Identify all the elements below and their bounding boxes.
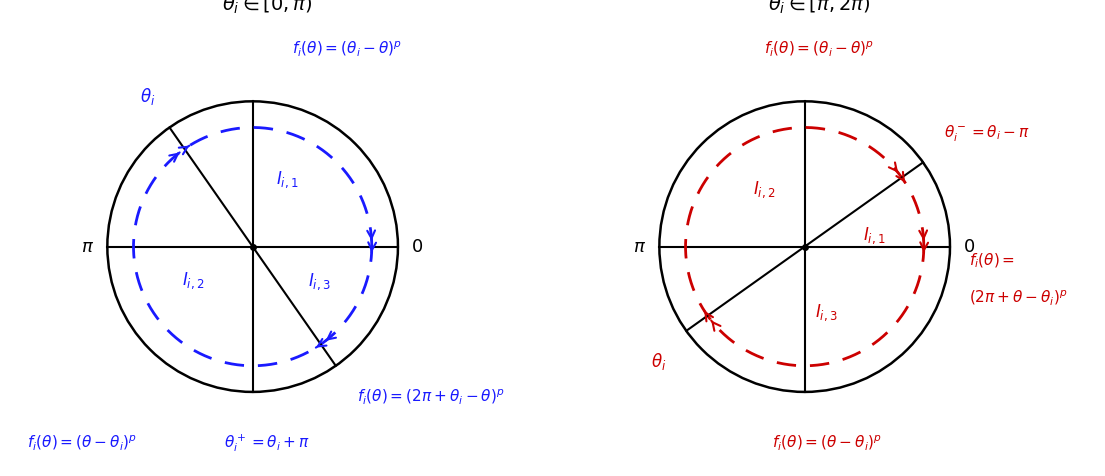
Text: $I_{i,2}$: $I_{i,2}$: [754, 179, 776, 200]
Text: $f_i(\theta) = (2\pi + \theta_i - \theta)^p$: $f_i(\theta) = (2\pi + \theta_i - \theta…: [357, 387, 505, 407]
Text: $f_i(\theta) = (\theta_i - \theta)^p$: $f_i(\theta) = (\theta_i - \theta)^p$: [292, 39, 402, 58]
Text: $\theta_i^- = \theta_i - \pi$: $\theta_i^- = \theta_i - \pi$: [945, 124, 1030, 144]
Text: $0$: $0$: [964, 238, 975, 256]
Text: $f_i(\theta) = (\theta - \theta_i)^p$: $f_i(\theta) = (\theta - \theta_i)^p$: [28, 433, 137, 452]
Text: $\theta_i^+ = \theta_i + \pi$: $\theta_i^+ = \theta_i + \pi$: [224, 433, 311, 455]
Text: $I_{i,2}$: $I_{i,2}$: [182, 271, 204, 291]
Text: $\theta_i$: $\theta_i$: [651, 351, 666, 372]
Title: $\theta_i \in [0, \pi)$: $\theta_i \in [0, \pi)$: [222, 0, 313, 16]
Text: $0$: $0$: [411, 238, 423, 256]
Text: $I_{i,3}$: $I_{i,3}$: [308, 271, 330, 292]
Text: $\theta_i$: $\theta_i$: [140, 86, 156, 107]
Title: $\theta_i \in [\pi, 2\pi)$: $\theta_i \in [\pi, 2\pi)$: [768, 0, 871, 16]
Text: $\pi$: $\pi$: [633, 238, 646, 256]
Text: $I_{i,1}$: $I_{i,1}$: [276, 169, 298, 190]
Text: $\pi$: $\pi$: [81, 238, 94, 256]
Text: $f_i(\theta) = (\theta_i - \theta)^p$: $f_i(\theta) = (\theta_i - \theta)^p$: [765, 39, 874, 58]
Text: $(2\pi + \theta - \theta_i)^p$: $(2\pi + \theta - \theta_i)^p$: [969, 288, 1067, 307]
Text: $f_i(\theta) =$: $f_i(\theta) =$: [969, 252, 1015, 270]
Text: $I_{i,3}$: $I_{i,3}$: [814, 303, 838, 323]
Text: $f_i(\theta) = (\theta - \theta_i)^p$: $f_i(\theta) = (\theta - \theta_i)^p$: [771, 433, 882, 452]
Text: $I_{i,1}$: $I_{i,1}$: [863, 226, 885, 247]
